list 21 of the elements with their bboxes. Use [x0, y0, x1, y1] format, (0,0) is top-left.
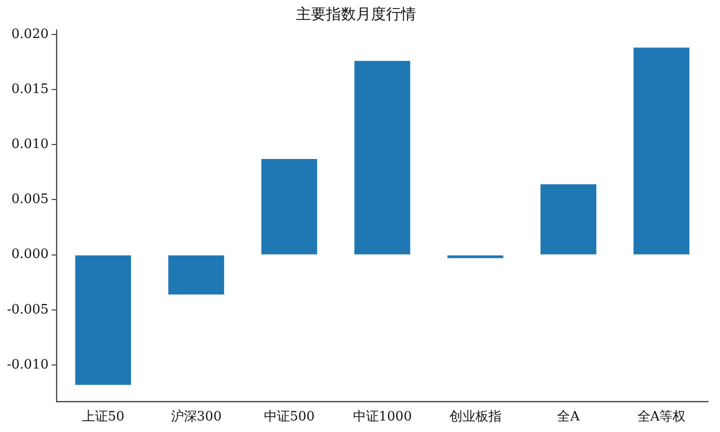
bar: [354, 60, 410, 254]
bar: [168, 255, 224, 294]
y-tick-label: 0.015: [11, 82, 49, 97]
bar: [75, 255, 132, 385]
x-tick-label: 中证1000: [352, 410, 412, 425]
x-tick-label: 上证50: [82, 410, 124, 425]
bar: [540, 184, 596, 254]
chart-title: 主要指数月度行情: [296, 4, 416, 23]
x-tick-label: 中证500: [264, 410, 315, 425]
bar: [634, 48, 690, 254]
y-tick-label: 0.010: [11, 136, 49, 152]
x-tick-label: 创业板指: [449, 410, 502, 425]
bar: [261, 158, 318, 254]
x-tick-label: 全A等权: [637, 410, 686, 425]
x-tick-label: 沪深300: [170, 408, 222, 425]
y-tick-label: 0.005: [11, 192, 49, 208]
y-tick-label: -0.005: [7, 302, 49, 318]
y-tick-label: 0.020: [11, 26, 49, 42]
y-tick-label: -0.010: [7, 357, 49, 372]
x-tick-label: 全A: [557, 410, 580, 425]
y-tick-label: 0.000: [11, 247, 49, 262]
